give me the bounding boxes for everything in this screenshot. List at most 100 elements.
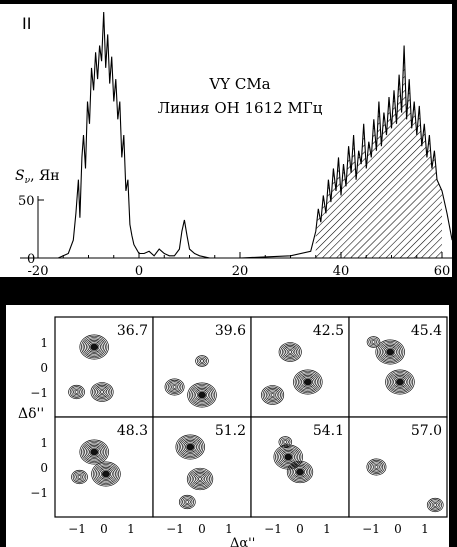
contour-line	[89, 342, 100, 352]
contour-line	[178, 494, 196, 510]
map-x-tick-label: −1	[166, 522, 184, 536]
contour-line	[92, 462, 120, 486]
contour-line	[71, 469, 88, 485]
contour-line	[288, 350, 293, 354]
map-x-tick-label: 1	[323, 522, 331, 536]
y-axis-unit: , Ян	[30, 168, 60, 184]
emission-core	[101, 470, 110, 478]
emission-core	[386, 348, 395, 356]
contour-line	[283, 452, 294, 462]
spectrum-line	[27, 11, 453, 259]
contour-line	[96, 387, 108, 397]
map-x-tick-label: −1	[68, 522, 86, 536]
map-x-tick-label: 0	[100, 522, 108, 536]
map-x-tick-label: 1	[225, 522, 233, 536]
contour-line	[97, 466, 115, 482]
contour-line	[93, 384, 111, 400]
contour-line	[198, 357, 206, 365]
contour-line	[198, 477, 202, 481]
map-panel-frame	[152, 416, 252, 518]
contour-line	[431, 501, 439, 509]
map-x-tick-label: 0	[296, 522, 304, 536]
x-tick-label: 40	[333, 264, 350, 279]
map-panel-frame	[348, 416, 448, 518]
contour-line	[89, 447, 100, 457]
map-panel-frame	[54, 416, 154, 518]
contour-line	[281, 451, 295, 463]
contour-line	[69, 386, 84, 398]
contour-line	[98, 388, 106, 396]
contour-line	[294, 467, 306, 477]
contour-line	[183, 441, 197, 453]
contour-line	[87, 446, 101, 458]
contour-line	[81, 440, 108, 464]
contour-line	[368, 337, 379, 347]
contour-line	[371, 462, 382, 472]
contour-line	[196, 390, 208, 400]
contour-line	[430, 500, 441, 510]
panel-label: II	[22, 14, 32, 33]
x-tick-label: 20	[232, 264, 249, 279]
contour-line	[375, 339, 405, 365]
contour-line	[185, 500, 190, 504]
contour-line	[291, 464, 309, 480]
contour-line	[190, 470, 210, 488]
velocity-label: 39.6	[215, 323, 246, 339]
emission-core	[186, 443, 195, 451]
contour-line	[279, 449, 297, 465]
map-y-tick-label: −1	[30, 386, 48, 400]
maps-xlabel: Δα''	[230, 536, 255, 547]
map-panel-frame	[250, 416, 350, 518]
contour-line	[372, 463, 380, 471]
contour-line	[181, 439, 199, 455]
map-y-tick-label: 0	[40, 461, 48, 475]
y-axis-label: Sν, Ян	[15, 168, 60, 186]
map-panels: 36.7 39.6 42.5 45.4 48.3 51.2 54.1 57.0	[54, 316, 448, 518]
contour-line	[380, 343, 401, 361]
contour-line	[195, 389, 209, 401]
border-right	[452, 0, 457, 547]
contour-line	[191, 471, 209, 487]
map-panel: 54.1	[250, 416, 350, 518]
contour-line	[195, 355, 209, 367]
contour-line	[369, 461, 384, 473]
contour-line	[428, 499, 442, 511]
contour-line	[182, 497, 193, 507]
map-x-tick-label: −1	[362, 522, 380, 536]
y-tick-label-50: 50	[18, 194, 35, 209]
velocity-label: 48.3	[117, 423, 148, 439]
contour-line	[81, 335, 108, 359]
contour-line	[177, 435, 204, 459]
maps-y-tick-labels: 1 0 −1 1 0 −1	[30, 336, 48, 500]
contour-line	[99, 468, 113, 480]
contour-line	[267, 390, 278, 400]
contour-line	[85, 444, 103, 460]
border-left-lower	[0, 277, 6, 547]
contour-line	[297, 373, 318, 391]
contour-line	[368, 459, 385, 475]
contour-line	[75, 473, 84, 481]
map-panel-frame	[54, 316, 154, 418]
contour-line	[385, 369, 415, 395]
maps-x-tick-labels: −1 0 1 −1 0 1 −1 0 1 −1 0 1	[68, 522, 429, 536]
map-y-tick-label: 1	[40, 436, 48, 450]
velocity-label: 36.7	[117, 323, 148, 339]
velocity-label: 51.2	[215, 423, 246, 439]
contour-line	[371, 340, 376, 344]
contour-line	[188, 383, 216, 407]
contour-line	[71, 387, 82, 397]
map-panel: 48.3	[54, 416, 154, 518]
contour-line	[194, 474, 206, 484]
contour-line	[68, 384, 85, 400]
contour-line	[185, 442, 196, 452]
map-x-tick-label: 1	[421, 522, 429, 536]
contour-line	[386, 370, 414, 394]
spectrum-title: VY CMa Линия OH 1612 МГц	[150, 72, 330, 120]
contour-line	[82, 337, 106, 357]
contour-line	[385, 347, 396, 357]
spectrum-plot: -20 0 20 40 60 0 50 Sν, Ян	[15, 11, 453, 279]
contour-line	[273, 444, 303, 470]
velocity-label: 42.5	[313, 323, 344, 339]
contour-line	[383, 346, 397, 358]
contour-line	[280, 343, 301, 361]
